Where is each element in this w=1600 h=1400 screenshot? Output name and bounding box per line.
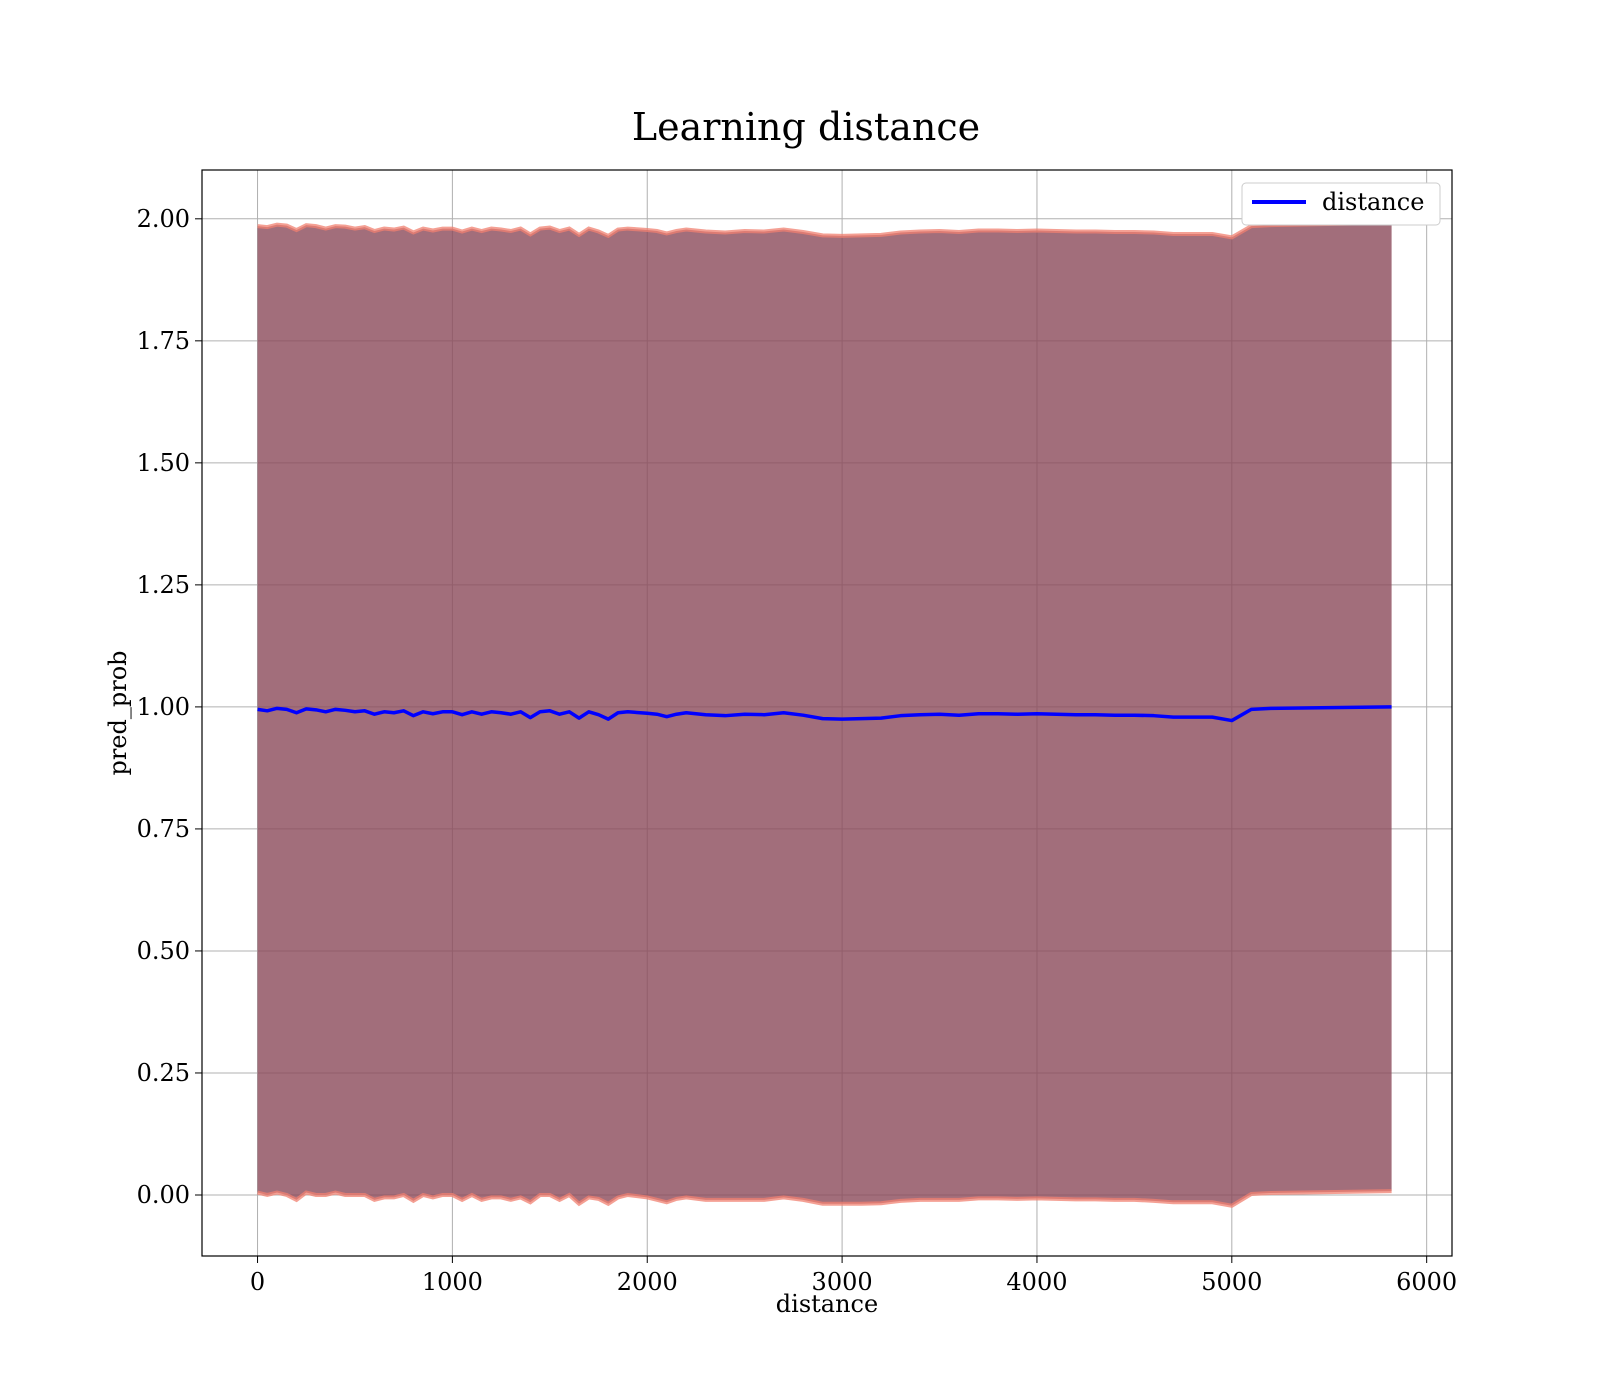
x-axis-label: distance bbox=[776, 1290, 878, 1318]
x-tick-label: 4000 bbox=[1006, 1268, 1067, 1296]
x-tick-label: 6000 bbox=[1396, 1268, 1457, 1296]
y-tick-label: 1.25 bbox=[137, 571, 190, 599]
y-tick-label: 2.00 bbox=[137, 205, 190, 233]
y-tick-label: 0.25 bbox=[137, 1059, 190, 1087]
plot-frame bbox=[201, 169, 1453, 1257]
y-tick-label: 1.00 bbox=[137, 693, 190, 721]
y-tick-label: 0.50 bbox=[137, 937, 190, 965]
y-tick-label: 1.50 bbox=[137, 449, 190, 477]
band-upper-edge bbox=[257, 220, 1392, 240]
legend: distance bbox=[1241, 182, 1441, 226]
chart-title: Learning distance bbox=[632, 105, 980, 149]
legend-box bbox=[1241, 182, 1441, 226]
legend-label: distance bbox=[1322, 188, 1424, 216]
y-axis-ticks: 0.00 0.25 0.50 0.75 1.00 1.25 1.50 1.75 2.00 bbox=[137, 205, 202, 1209]
y-axis-label: pred_prob bbox=[104, 650, 132, 775]
series-lines bbox=[257, 705, 1392, 723]
x-tick-label: 1000 bbox=[422, 1268, 483, 1296]
x-axis-ticks: 0 1000 2000 3000 4000 5000 6000 bbox=[250, 1256, 1457, 1296]
x-tick-label: 0 bbox=[250, 1268, 265, 1296]
confidence-band-group bbox=[257, 220, 1392, 1208]
y-tick-label: 0.00 bbox=[137, 1181, 190, 1209]
confidence-band bbox=[257, 222, 1392, 1206]
band-lower-edge bbox=[257, 1189, 1392, 1208]
y-tick-label: 1.75 bbox=[137, 327, 190, 355]
x-tick-label: 2000 bbox=[617, 1268, 678, 1296]
x-tick-label: 5000 bbox=[1201, 1268, 1262, 1296]
series-line-distance bbox=[257, 705, 1392, 723]
y-tick-label: 0.75 bbox=[137, 815, 190, 843]
x-tick-label: 3000 bbox=[812, 1268, 873, 1296]
